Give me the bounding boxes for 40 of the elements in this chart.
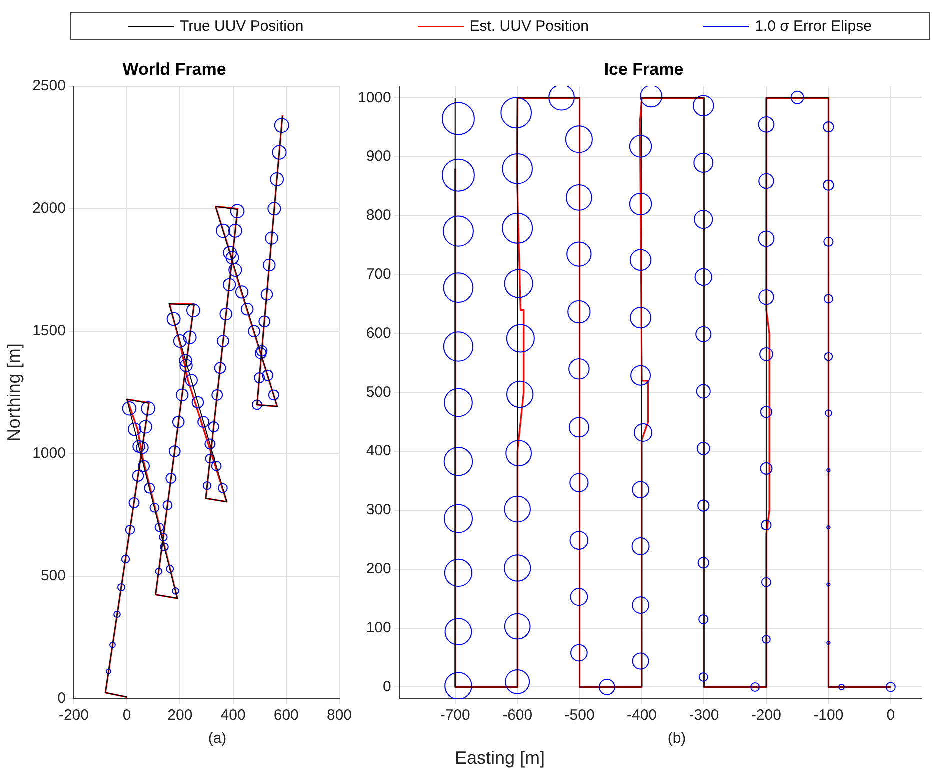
x-tick-label: -700 — [440, 707, 470, 724]
y-tick-label: 1500 — [32, 322, 66, 340]
x-tick-label: -100 — [814, 707, 844, 724]
x-tick-label: -600 — [502, 707, 533, 724]
x-axis-title: Easting [m] — [454, 748, 546, 769]
y-tick-label: 2000 — [32, 200, 66, 218]
x-tick-label: 800 — [326, 707, 352, 724]
x-tick-label: -400 — [627, 707, 658, 724]
chart-title: World Frame — [122, 60, 226, 79]
y-axis-title: Northing [m] — [4, 344, 24, 442]
y-tick-label: 1000 — [32, 445, 66, 462]
legend-label: 1.0 σ Error Elipse — [755, 18, 872, 34]
y-tick-label: 0 — [383, 678, 392, 696]
chart-title: Ice Frame — [604, 60, 684, 79]
y-tick-label: 100 — [366, 619, 392, 636]
x-tick-label: -500 — [564, 707, 595, 724]
y-tick-label: 500 — [40, 568, 66, 585]
y-tick-label: 900 — [366, 148, 392, 166]
y-tick-label: 300 — [366, 502, 392, 519]
y-tick-label: 800 — [366, 207, 392, 224]
y-tick-label: 2500 — [32, 78, 66, 95]
x-tick-label: 600 — [274, 707, 299, 724]
x-tick-label: 0 — [886, 707, 896, 724]
legend-label: Est. UUV Position — [470, 18, 590, 34]
x-tick-label: 200 — [168, 707, 193, 724]
text: (a) — [207, 730, 228, 747]
x-tick-label: 0 — [122, 707, 132, 724]
x-tick-label: -200 — [751, 707, 782, 724]
y-tick-label: 600 — [366, 324, 392, 342]
y-tick-label: 200 — [366, 560, 392, 578]
y-tick-label: 500 — [366, 384, 392, 401]
x-tick-label: 400 — [220, 707, 246, 724]
y-tick-label: 1000 — [358, 89, 392, 106]
legend-label: True UUV Position — [180, 18, 304, 34]
y-tick-label: 400 — [366, 442, 392, 460]
y-tick-label: 0 — [58, 690, 66, 708]
x-tick-label: -300 — [689, 707, 720, 724]
x-tick-label: -200 — [58, 707, 89, 724]
y-tick-label: 700 — [366, 266, 392, 284]
text: (b) — [666, 730, 688, 747]
